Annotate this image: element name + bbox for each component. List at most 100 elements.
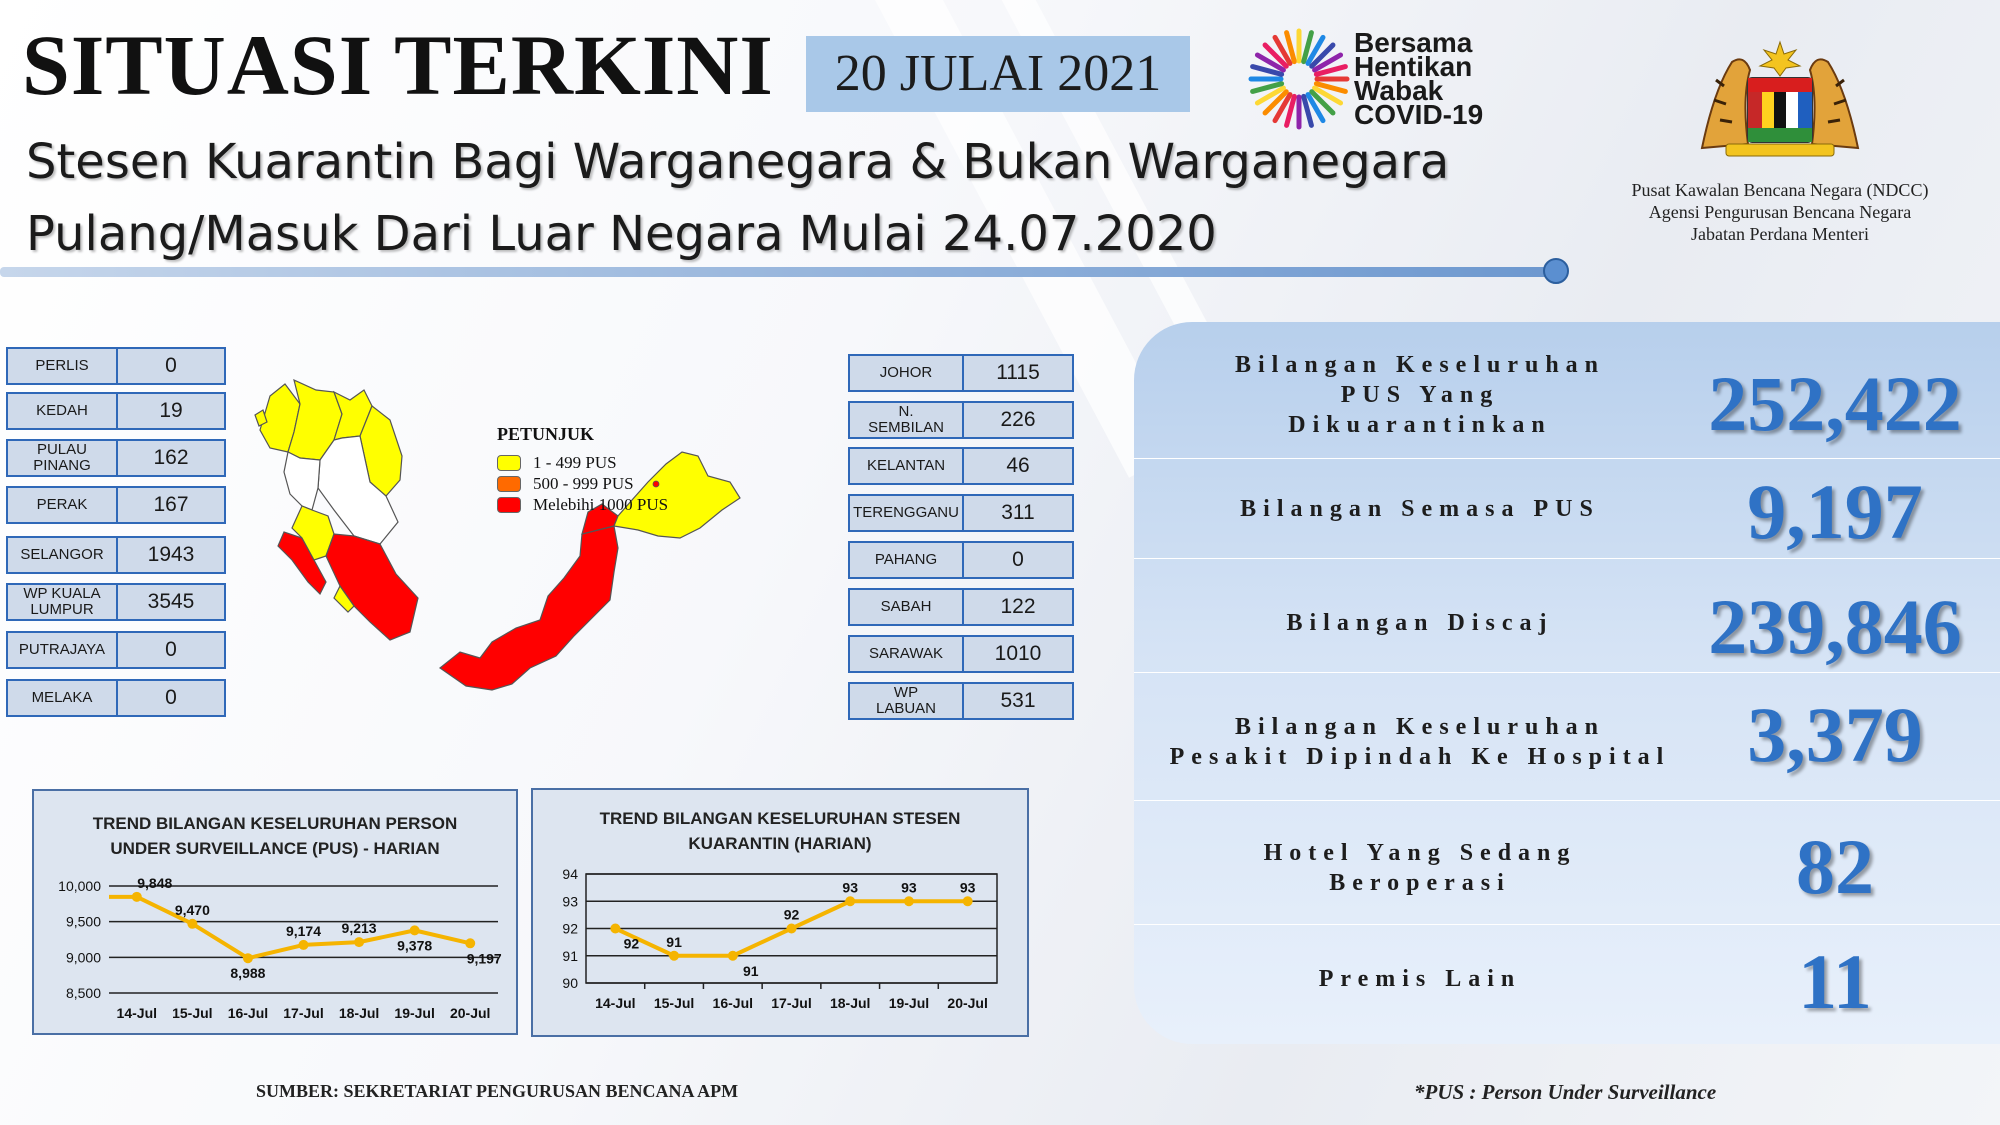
state-name: WP KUALA LUMPUR <box>6 583 118 621</box>
state-name: PULAU PINANG <box>6 439 118 477</box>
malaysia-coat-of-arms-icon <box>1700 40 1860 157</box>
data-label: 92 <box>624 936 640 952</box>
agency-line-1: Pusat Kawalan Bencana Negara (NDCC) <box>1631 180 1929 200</box>
x-tick-label: 15-Jul <box>654 995 694 1011</box>
x-tick-label: 19-Jul <box>394 1005 434 1021</box>
pus-trend-chart: TREND BILANGAN KESELURUHAN PERSON UNDER … <box>32 789 518 1035</box>
x-tick-label: 16-Jul <box>228 1005 268 1021</box>
logo-word-2: Hentikan <box>1354 51 1473 82</box>
stat-separator <box>1134 924 2000 925</box>
data-label: 9,470 <box>175 902 210 918</box>
data-point <box>354 937 365 948</box>
data-point <box>298 939 309 950</box>
state-name: SARAWAK <box>848 635 964 673</box>
y-tick-label: 92 <box>562 921 578 937</box>
data-point <box>786 923 797 934</box>
x-tick-label: 20-Jul <box>947 995 987 1011</box>
pus-footnote: *PUS : Person Under Surveillance <box>1414 1080 1717 1104</box>
data-label: 93 <box>901 879 917 895</box>
state-value: 19 <box>116 392 226 430</box>
state-name: MELAKA <box>6 679 118 717</box>
logo-ray <box>1312 52 1344 73</box>
data-label: 9,174 <box>286 923 321 939</box>
y-tick-label: 94 <box>562 866 578 882</box>
data-point <box>409 925 420 936</box>
state-name: KEDAH <box>6 392 118 430</box>
legend-swatch <box>497 497 521 513</box>
logo-ray <box>1309 89 1336 116</box>
x-tick-label: 17-Jul <box>283 1005 323 1021</box>
state-name: SELANGOR <box>6 536 118 574</box>
state-value: 46 <box>962 447 1074 485</box>
logo-ray <box>1309 42 1336 69</box>
logo-word-4: COVID-19 <box>1354 99 1484 130</box>
data-label: 9,213 <box>342 920 377 936</box>
data-label: 93 <box>960 879 976 895</box>
state-name: PAHANG <box>848 541 964 579</box>
data-point <box>669 950 680 961</box>
legend-label: 500 - 999 PUS <box>533 474 634 493</box>
state-value: 0 <box>116 631 226 669</box>
stat-value: 9,197 <box>1747 468 1923 555</box>
x-tick-label: 14-Jul <box>595 995 635 1011</box>
y-tick-label: 9,000 <box>66 949 101 965</box>
logo-ray <box>1305 34 1326 66</box>
stat-label: Bilangan Semasa PUS <box>1240 496 1600 522</box>
logo-ray <box>1250 81 1285 94</box>
legend-title: PETUNJUK <box>497 424 595 444</box>
x-tick-label: 20-Jul <box>450 1005 490 1021</box>
data-label: 9,378 <box>397 937 432 953</box>
state-name: N. SEMBILAN <box>848 401 964 439</box>
stat-separator <box>1134 800 2000 801</box>
y-tick-label: 91 <box>562 948 578 964</box>
data-point <box>903 896 914 907</box>
data-label: 9,197 <box>467 950 502 966</box>
summary-panel <box>1134 322 2000 1044</box>
legend-label: 1 - 499 PUS <box>533 453 617 472</box>
y-tick-label: 90 <box>562 975 578 991</box>
y-tick-label: 10,000 <box>58 878 101 894</box>
state-name: PERLIS <box>6 347 118 385</box>
state-name: PERAK <box>6 486 118 524</box>
state-value: 1115 <box>962 354 1074 392</box>
stat-separator <box>1134 672 2000 673</box>
x-tick-label: 18-Jul <box>339 1005 379 1021</box>
logo-ray <box>1313 81 1348 94</box>
state-value: 0 <box>116 347 226 385</box>
source-note: SUMBER: SEKRETARIAT PENGURUSAN BENCANA A… <box>256 1081 739 1101</box>
state-name: KELANTAN <box>848 447 964 485</box>
stat-value: 11 <box>1798 938 1872 1025</box>
divider-dot <box>1543 258 1569 284</box>
state-value: 122 <box>962 588 1074 626</box>
state-name: WP LABUAN <box>848 682 964 720</box>
date-box <box>806 36 1190 112</box>
logo-ray <box>1272 92 1293 124</box>
x-tick-label: 16-Jul <box>713 995 753 1011</box>
data-label: 93 <box>842 879 858 895</box>
state-value: 1010 <box>962 635 1074 673</box>
stat-value: 3,379 <box>1747 691 1923 778</box>
logo-ray <box>1313 64 1348 77</box>
malaysia-map <box>254 378 741 691</box>
data-point <box>465 938 476 949</box>
stat-label: Bilangan Keseluruhan PUS Yang Dikuaranti… <box>1234 352 1606 438</box>
stat-separator <box>1134 458 2000 459</box>
state-value: 226 <box>962 401 1074 439</box>
state-value: 167 <box>116 486 226 524</box>
state-value: 162 <box>116 439 226 477</box>
y-tick-label: 93 <box>562 893 578 909</box>
series-line <box>109 894 471 961</box>
logo-word-1: Bersama <box>1354 27 1473 58</box>
stat-separator <box>1134 558 2000 559</box>
state-value: 0 <box>116 679 226 717</box>
subtitle-line-1: Stesen Kuarantin Bagi Warganegara & Buka… <box>26 134 1450 190</box>
logo-ray <box>1262 89 1289 116</box>
page-title: SITUASI TERKINI <box>22 17 774 113</box>
agency-line-2: Agensi Pengurusan Bencana Negara <box>1648 202 1912 222</box>
stat-label: Premis Lain <box>1318 966 1522 992</box>
logo-ray <box>1301 30 1314 65</box>
data-label: 92 <box>784 907 800 923</box>
state-value: 0 <box>962 541 1074 579</box>
logo-ray <box>1301 93 1314 128</box>
x-tick-label: 19-Jul <box>889 995 929 1011</box>
